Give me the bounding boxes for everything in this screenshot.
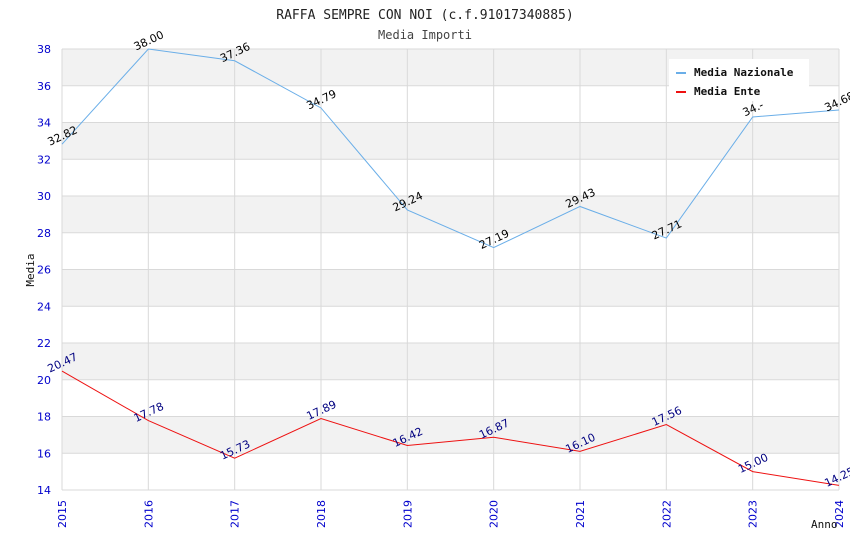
grid-band — [62, 416, 839, 454]
y-tick-label: 28 — [37, 227, 51, 240]
y-tick-label: 18 — [37, 411, 51, 424]
y-tick-label: 16 — [37, 447, 51, 460]
series-line-0 — [61, 48, 840, 249]
grid-bands — [62, 49, 839, 490]
legend-label-ente: Media Ente — [694, 85, 761, 98]
grid-band — [62, 159, 839, 196]
series-line-1 — [61, 370, 840, 486]
x-tick-label: 2024 — [833, 500, 846, 528]
grid-band — [62, 232, 839, 270]
legend: Media Nazionale Media Ente — [669, 59, 809, 101]
x-tick-label: 2022 — [660, 500, 673, 528]
grid-band — [62, 453, 839, 490]
x-tick-label: 2021 — [574, 500, 587, 528]
grid-band — [62, 343, 839, 380]
x-tick-label: 2018 — [315, 500, 328, 528]
x-tick-label: 2020 — [488, 500, 501, 528]
chart-subtitle: Media Importi — [378, 28, 472, 42]
y-tick-label: 30 — [37, 190, 51, 203]
chart-title: RAFFA SEMPRE CON NOI (c.f.91017340885) — [276, 8, 573, 23]
grid-band — [62, 269, 839, 307]
y-tick-label: 14 — [37, 484, 51, 497]
x-tick-label: 2023 — [747, 500, 760, 528]
y-tick-label: 22 — [37, 337, 51, 350]
x-tick-label: 2017 — [229, 500, 242, 528]
legend-label-nazionale: Media Nazionale — [694, 66, 794, 79]
x-tick-label: 2015 — [56, 500, 69, 528]
x-axis-ticks: 2015 2016 2017 2018 2019 2020 2021 2022 2023 2024 — [56, 500, 846, 528]
x-tick-label: 2016 — [142, 500, 155, 528]
grid-band — [62, 306, 839, 343]
y-tick-label: 24 — [37, 300, 51, 313]
y-axis-label: Media — [24, 253, 37, 286]
legend-box — [669, 59, 809, 101]
grid-band — [62, 379, 839, 417]
y-tick-label: 26 — [37, 264, 51, 277]
y-tick-label: 38 — [37, 43, 51, 56]
x-tick-label: 2019 — [401, 500, 414, 528]
series-lines — [61, 48, 840, 486]
y-tick-label: 34 — [37, 117, 51, 130]
y-tick-label: 36 — [37, 80, 51, 93]
y-tick-label: 20 — [37, 374, 51, 387]
grid-lines — [61, 48, 840, 491]
y-axis-ticks: 14 16 18 20 22 24 26 28 30 32 34 36 38 — [37, 43, 51, 497]
x-axis-label: Anno — [811, 518, 838, 531]
grid-band — [62, 196, 839, 233]
grid-band — [62, 122, 839, 160]
y-tick-label: 32 — [37, 153, 51, 166]
